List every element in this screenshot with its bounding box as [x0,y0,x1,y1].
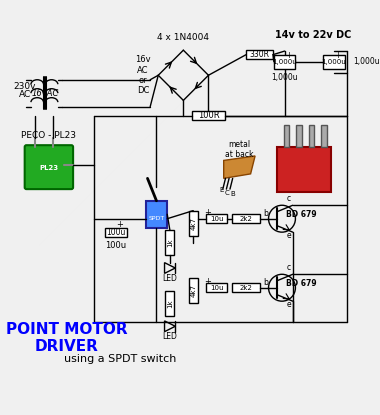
Text: 14v to 22v DC: 14v to 22v DC [275,30,352,40]
Text: 100u: 100u [106,228,126,237]
Text: e: e [287,232,291,240]
Text: b: b [263,209,268,218]
Text: E: E [220,187,224,193]
Bar [206,214,227,223]
Bar [277,147,331,192]
Bar [246,50,273,59]
Text: SPDT: SPDT [148,216,165,221]
Bar [274,55,295,69]
Text: LED: LED [163,332,177,341]
Text: +: + [285,51,292,60]
Bar [165,291,174,316]
Text: 10u: 10u [210,285,223,291]
Text: 10u: 10u [210,216,223,222]
Text: c: c [287,194,291,203]
Text: +: + [334,51,341,60]
Text: 230v: 230v [13,81,36,90]
Bar [192,111,225,120]
Text: 2k2: 2k2 [240,285,253,291]
Text: 1,000u: 1,000u [321,59,346,65]
Text: 2k2: 2k2 [240,216,253,222]
Text: 330R: 330R [250,50,269,59]
Text: c: c [287,263,291,272]
Text: BD 679: BD 679 [287,210,317,219]
Bar [309,124,314,147]
Text: 4k7: 4k7 [190,217,196,229]
Bar [165,230,174,256]
Text: 1,000u: 1,000u [354,57,380,66]
Text: AC: AC [19,90,31,100]
Bar [189,211,198,236]
Text: 4k7: 4k7 [190,284,196,297]
Text: 4 x 1N4004: 4 x 1N4004 [157,33,209,42]
Text: e: e [287,300,291,310]
Bar [189,278,198,303]
Text: PL23: PL23 [39,165,59,171]
Polygon shape [224,156,255,178]
Text: POINT MOTOR
DRIVER: POINT MOTOR DRIVER [6,322,128,354]
Text: +: + [204,208,211,217]
Bar [232,214,260,223]
Text: b: b [263,278,268,287]
Text: LED: LED [163,273,177,283]
Bar [146,201,167,228]
Text: using a SPDT switch: using a SPDT switch [65,354,177,364]
Bar [206,283,227,292]
Bar [296,124,302,147]
Bar [105,228,127,237]
Text: B: B [230,191,235,197]
Text: 1,000u: 1,000u [272,59,297,65]
Text: +: + [204,277,211,286]
Text: PECO - PL23: PECO - PL23 [21,131,76,140]
Text: 1,000u: 1,000u [271,73,298,83]
Text: 16v
AC
or
DC: 16v AC or DC [135,55,151,95]
Text: +: + [116,220,123,229]
Bar [321,124,327,147]
Text: metal
at back: metal at back [225,140,253,159]
Text: BD 679: BD 679 [287,279,317,288]
Bar [284,124,289,147]
Text: 1k: 1k [167,239,173,247]
Text: 1k: 1k [167,300,173,308]
Text: 100R: 100R [198,111,219,120]
Bar [323,55,345,69]
Text: 100u: 100u [106,241,127,250]
FancyBboxPatch shape [25,145,73,189]
Bar [232,283,260,292]
Text: C: C [225,190,230,195]
Text: 16vAC: 16vAC [32,89,59,98]
